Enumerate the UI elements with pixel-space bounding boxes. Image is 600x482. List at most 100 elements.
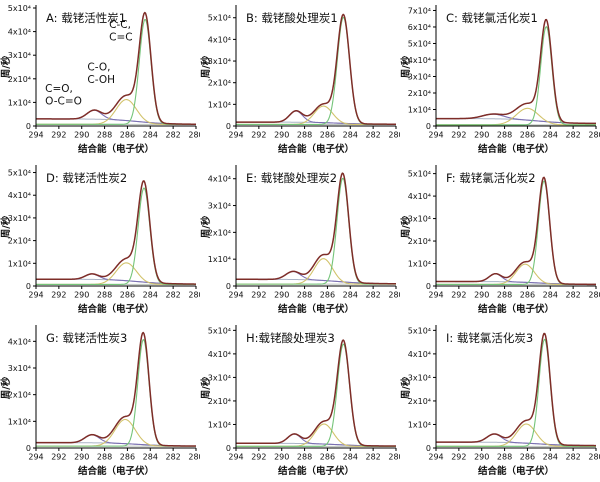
panel-H-plot: 294 292 290 288 286 284 282 280 0 1x10⁴ 2x10⁴ 3x10⁴… (200, 325, 400, 477)
curve-component-carbonyl (436, 273, 597, 285)
curve-envelope (436, 176, 597, 286)
panel-G-plot: 294 292 290 288 286 284 282 280 0 1x10⁴ 2x10⁴ 3x10⁴… (0, 325, 200, 477)
x-tick-label: 282 (366, 291, 381, 300)
peak-annotation: C-OH (87, 74, 115, 86)
x-tick-label: 280 (188, 291, 200, 300)
y-tick-label: 6x10⁴ (408, 23, 431, 32)
x-tick-label: 286 (120, 453, 135, 462)
x-tick-label: 288 (297, 291, 312, 300)
curve-envelope (36, 11, 196, 125)
y-tick-label: 2x10⁴ (208, 397, 231, 406)
panel-G: 294 292 290 288 286 284 282 280 0 1x10⁴ 2x10⁴ 3x10⁴… (0, 320, 200, 482)
x-tick-label: 282 (566, 131, 581, 140)
y-axis-label: 周/秒 (0, 55, 12, 78)
y-tick-label: 0 (426, 444, 431, 453)
x-tick-label: 292 (451, 131, 466, 140)
y-tick-label: 1x10⁴ (8, 98, 31, 107)
x-tick-label: 288 (97, 291, 112, 300)
curve-component-main (36, 187, 196, 285)
y-tick-label: 1x10⁴ (408, 105, 431, 114)
x-tick-label: 288 (497, 131, 512, 140)
x-tick-label: 294 (28, 131, 43, 140)
x-axis-label: 结合能（电子伏） (477, 303, 554, 315)
x-tick-label: 286 (320, 453, 335, 462)
x-tick-label: 280 (588, 291, 600, 300)
panel-B-plot: 294 292 290 288 286 284 282 280 0 1x10⁴ 2x10⁴ 3x10⁴… (200, 5, 400, 155)
y-tick-label: 0 (26, 282, 31, 291)
x-tick-label: 290 (74, 453, 89, 462)
x-tick-label: 284 (143, 291, 158, 300)
panel-F: 294 292 290 288 286 284 282 280 0 1x10⁴ 2x10⁴ 3x10⁴… (400, 160, 600, 320)
x-tick-label: 282 (366, 453, 381, 462)
y-tick-label: 0 (426, 122, 431, 131)
x-tick-label: 284 (343, 291, 358, 300)
panel-E: 294 292 290 288 286 284 282 280 0 1x10⁴ 2x10⁴ 3x10⁴… (200, 160, 400, 320)
x-tick-label: 290 (474, 453, 489, 462)
panel-C: 294 292 290 288 286 284 282 280 0 1x10⁴ 2x10⁴ 3x10⁴… (400, 0, 600, 160)
y-tick-label: 3x10⁴ (408, 215, 431, 224)
y-tick-label: 2x10⁴ (208, 79, 231, 88)
curve-component-main (236, 177, 396, 285)
peak-annotation: O-C=O (45, 95, 82, 107)
x-tick-label: 284 (543, 453, 558, 462)
x-axis-label: 结合能（电子伏） (277, 303, 354, 315)
x-tick-label: 284 (143, 453, 158, 462)
y-tick-label: 3x10⁴ (408, 373, 431, 382)
y-tick-label: 0 (226, 282, 231, 291)
panel-D-plot: 294 292 290 288 286 284 282 280 0 1x10⁴ 2x10⁴ 3x10⁴… (0, 165, 200, 315)
curve-envelope (436, 332, 596, 447)
x-tick-label: 286 (120, 131, 135, 140)
x-tick-label: 290 (274, 291, 289, 300)
x-tick-label: 288 (497, 453, 512, 462)
curve-component-main (436, 338, 596, 447)
y-tick-label: 2x10⁴ (8, 391, 31, 400)
y-axis-label: 周/秒 (0, 376, 12, 399)
panel-C-plot: 294 292 290 288 286 284 282 280 0 1x10⁴ 2x10⁴ 3x10⁴… (400, 5, 600, 155)
x-axis-label: 结合能（电子伏） (277, 143, 354, 155)
y-tick-label: 3x10⁴ (8, 364, 31, 373)
x-tick-label: 280 (188, 131, 200, 140)
curve-component-main (36, 339, 196, 447)
curve-envelope (235, 13, 396, 125)
y-tick-label: 3x10⁴ (208, 57, 231, 66)
y-tick-label: 2x10⁴ (408, 397, 431, 406)
y-tick-label: 1x10⁴ (208, 255, 231, 264)
x-axis-label: 结合能（电子伏） (77, 143, 154, 155)
x-axis-label: 结合能（电子伏） (77, 465, 154, 477)
x-tick-label: 282 (166, 131, 181, 140)
panel-title: B: 载铑酸处理炭1 (246, 11, 338, 25)
curve-component-carbonyl (436, 433, 596, 447)
panel-title: D: 载铑活性炭2 (46, 171, 127, 185)
y-tick-label: 4x10⁴ (208, 35, 231, 44)
x-tick-label: 282 (566, 291, 581, 300)
x-tick-label: 280 (588, 453, 600, 462)
curve-component-carbonyl (36, 109, 196, 125)
panel-title: A: 载铑活性炭1 (46, 11, 126, 25)
y-axis-label: 周/秒 (400, 55, 412, 78)
y-tick-label: 5x10⁴ (408, 170, 431, 179)
x-tick-label: 288 (97, 453, 112, 462)
panel-E-plot: 294 292 290 288 286 284 282 280 0 1x10⁴ 2x10⁴ 3x10⁴… (200, 165, 400, 315)
panel-A: 294 292 290 288 286 284 282 280 0 1x10⁴ 2x10⁴ 3x10⁴… (0, 0, 200, 160)
peak-annotation: C-C, (109, 19, 131, 31)
panel-title: H:载铑酸处理炭3 (246, 331, 335, 345)
y-tick-label: 3x10⁴ (208, 202, 231, 211)
y-tick-label: 1x10⁴ (408, 420, 431, 429)
y-tick-label: 0 (426, 282, 431, 291)
panel-F-plot: 294 292 290 288 286 284 282 280 0 1x10⁴ 2x10⁴ 3x10⁴… (400, 165, 600, 315)
x-tick-label: 290 (274, 131, 289, 140)
panel-title: I: 载铑氯活化炭3 (446, 331, 533, 345)
y-axis-label: 周/秒 (200, 55, 212, 78)
x-tick-label: 292 (451, 291, 466, 300)
x-tick-label: 294 (428, 453, 443, 462)
x-tick-label: 290 (274, 453, 289, 462)
curve-component-main (436, 26, 596, 126)
y-tick-label: 0 (226, 122, 231, 131)
y-axis-label: 周/秒 (200, 376, 212, 399)
y-tick-label: 3x10⁴ (8, 51, 31, 60)
y-tick-label: 5x10⁴ (408, 326, 431, 335)
y-tick-label: 4x10⁴ (8, 28, 31, 37)
x-tick-label: 292 (251, 453, 266, 462)
y-tick-label: 3x10⁴ (208, 373, 231, 382)
x-tick-label: 288 (297, 453, 312, 462)
